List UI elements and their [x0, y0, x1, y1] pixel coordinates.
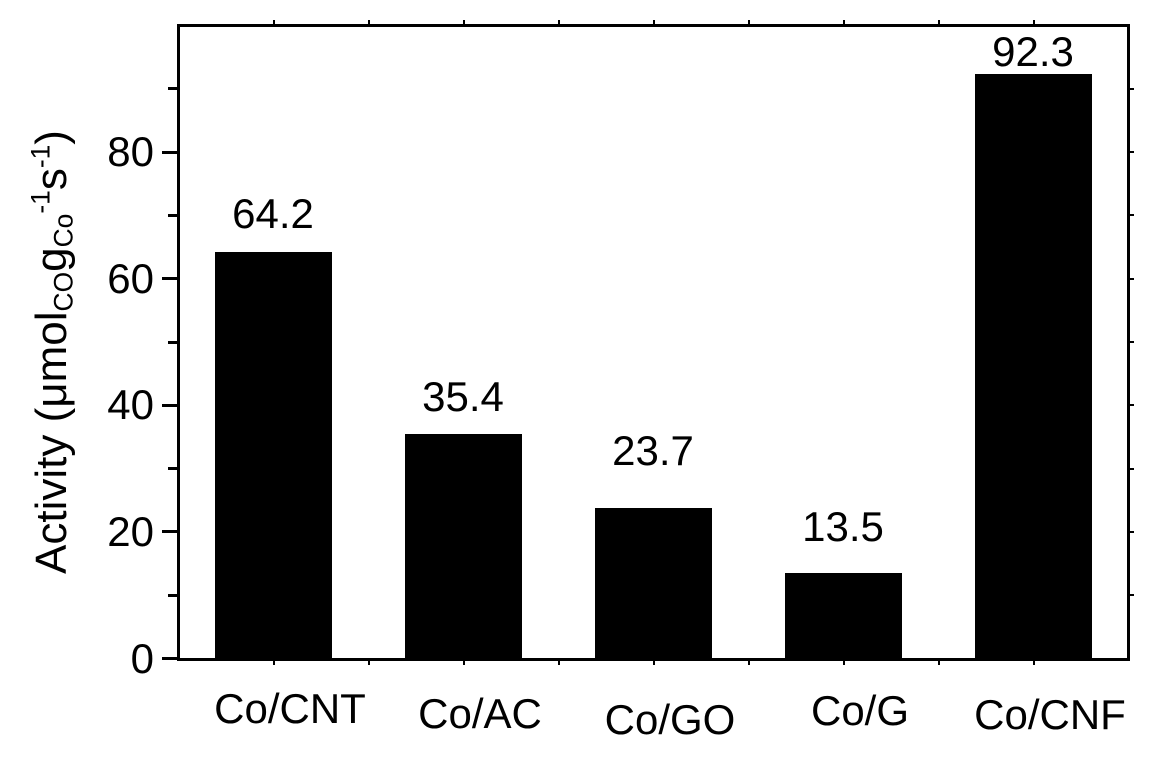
y-axis-right-tick — [1130, 467, 1134, 470]
x-axis-minor-tick — [1032, 661, 1035, 665]
x-axis-minor-tick — [747, 661, 750, 665]
y-axis-title-segment: Co — [48, 213, 79, 248]
x-axis-minor-tick-top — [652, 20, 655, 24]
bar — [214, 251, 332, 658]
y-axis-right-tick — [1130, 214, 1134, 217]
y-axis-tick-label: 40 — [107, 381, 154, 429]
y-axis-major-tick — [162, 150, 177, 154]
x-axis-minor-tick — [842, 661, 845, 665]
x-axis-category-label: Co/G — [810, 687, 910, 734]
x-axis-minor-tick-top — [462, 20, 465, 24]
y-axis-tick-label: 60 — [107, 254, 154, 302]
x-axis-minor-tick — [557, 661, 560, 665]
x-axis-category-label: Co/GO — [604, 696, 736, 743]
bar-value-label: 64.2 — [232, 189, 314, 237]
y-axis-minor-tick — [168, 213, 177, 217]
y-axis-right-tick — [1130, 151, 1134, 154]
y-axis-right-tick — [1130, 530, 1134, 533]
y-axis-minor-tick — [168, 593, 177, 597]
x-axis-minor-tick-top — [1032, 20, 1035, 24]
x-axis-minor-tick — [937, 661, 940, 665]
bar-value-label: 35.4 — [422, 372, 504, 420]
x-axis-category-label: Co/CNF — [974, 691, 1126, 738]
y-axis-tick-label: 20 — [107, 507, 154, 555]
plot-area — [177, 24, 1130, 661]
y-axis-minor-tick — [168, 87, 177, 91]
y-axis-minor-tick — [168, 467, 177, 471]
bar-value-label: 92.3 — [992, 27, 1074, 75]
y-axis-major-tick — [162, 530, 177, 534]
bar — [594, 507, 712, 658]
y-axis-right-tick — [1130, 277, 1134, 280]
x-axis-category-label: Co/CNT — [214, 685, 366, 732]
bar-value-label: 23.7 — [612, 426, 694, 474]
x-axis-minor-tick — [462, 661, 465, 665]
y-axis-right-tick — [1130, 594, 1134, 597]
x-axis-minor-tick — [652, 661, 655, 665]
y-axis-tick-label: 80 — [107, 128, 154, 176]
y-axis-right-tick — [1130, 87, 1134, 90]
x-axis-minor-tick-top — [747, 20, 750, 24]
y-axis-major-tick — [162, 403, 177, 407]
x-axis-minor-tick-top — [557, 20, 560, 24]
y-axis-right-tick — [1130, 404, 1134, 407]
bar — [784, 572, 902, 658]
x-axis-minor-tick-top — [842, 20, 845, 24]
y-axis-major-tick — [162, 657, 177, 660]
x-axis-minor-tick — [272, 661, 275, 665]
y-axis-title-segment: -1 — [25, 190, 56, 214]
x-axis-minor-tick — [367, 661, 370, 665]
bar — [974, 73, 1092, 658]
y-axis-major-tick — [162, 277, 177, 281]
y-axis-right-tick — [1130, 341, 1134, 343]
y-axis-minor-tick — [168, 340, 177, 344]
x-axis-minor-tick-top — [367, 20, 370, 24]
bar-value-label: 13.5 — [802, 502, 884, 550]
bar — [404, 433, 522, 658]
x-axis-minor-tick-top — [937, 20, 940, 24]
y-axis-tick-label: 0 — [130, 634, 154, 682]
x-axis-category-label: Co/AC — [418, 690, 542, 737]
x-axis-minor-tick-top — [272, 20, 275, 24]
